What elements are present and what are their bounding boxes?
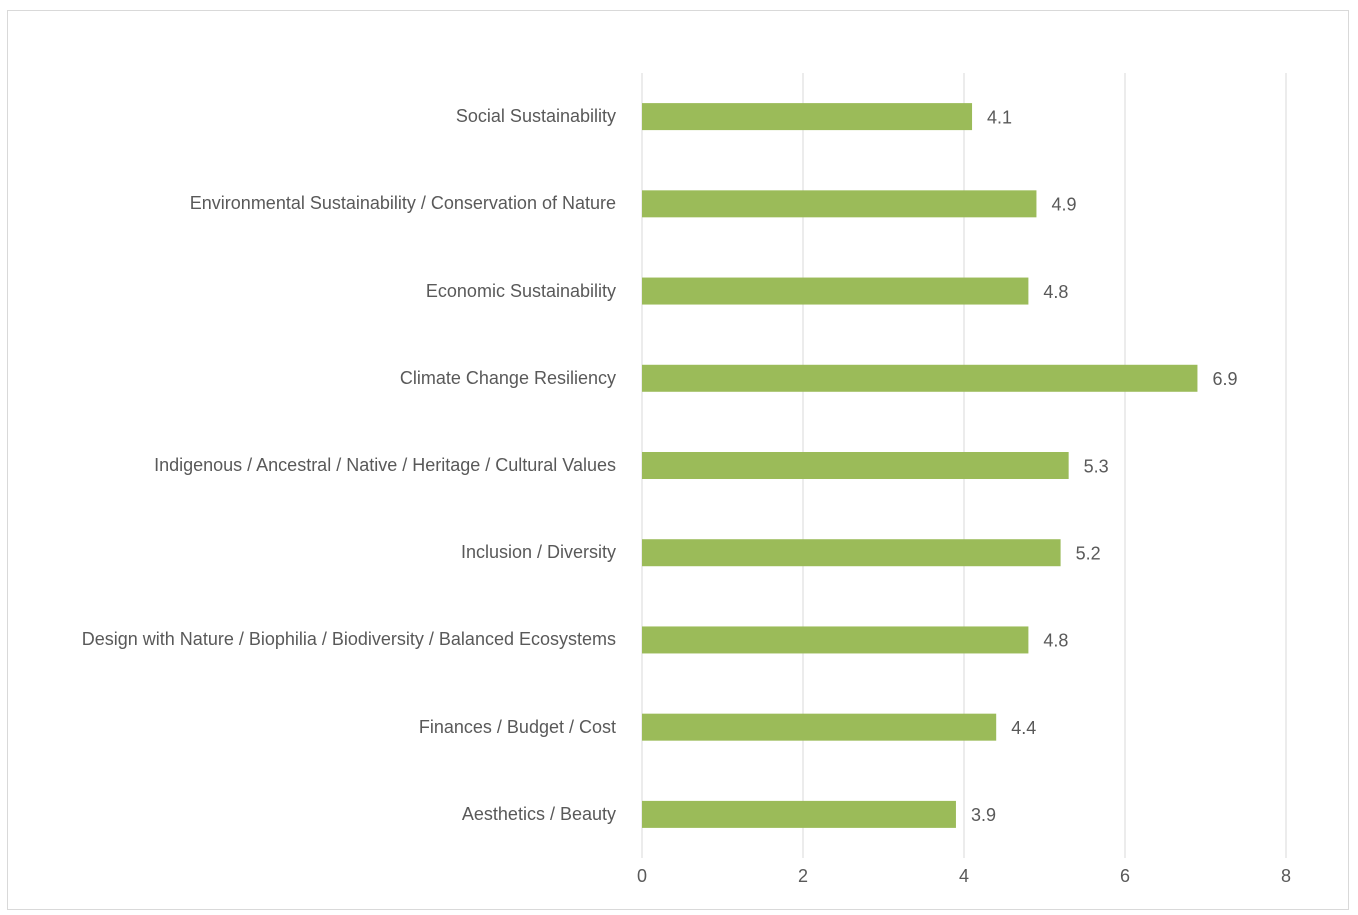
y-tick-label: Environmental Sustainability / Conservat…	[189, 193, 616, 214]
y-tick-label-box: Finances / Budget / Cost	[419, 687, 616, 767]
data-label: 4.9	[1051, 195, 1076, 215]
data-label: 4.1	[987, 107, 1012, 127]
bar	[642, 626, 1029, 654]
y-tick-label: Social Sustainability	[455, 106, 616, 127]
data-label: 4.8	[1043, 631, 1068, 651]
data-label: 6.9	[1212, 369, 1237, 389]
x-tick-label: 4	[959, 866, 969, 886]
bar	[642, 539, 1061, 567]
data-label: 5.2	[1076, 543, 1101, 563]
x-tick-label: 2	[798, 866, 808, 886]
bar	[642, 190, 1037, 218]
x-tick-label: 6	[1120, 866, 1130, 886]
bar	[642, 713, 997, 741]
y-tick-label: Climate Change Resiliency	[399, 367, 616, 388]
bar	[642, 452, 1069, 479]
y-tick-label: Economic Sustainability	[425, 280, 616, 301]
y-tick-label: Inclusion / Diversity	[460, 542, 616, 563]
y-tick-label: Indigenous / Ancestral / Native / Herita…	[154, 455, 616, 475]
y-tick-label-box: Aesthetics / Beauty	[462, 774, 616, 854]
chart-frame	[7, 10, 1349, 910]
y-tick-label: Finances / Budget / Cost	[418, 716, 616, 737]
bar	[642, 277, 1029, 305]
y-tick-label-box: Social Sustainability	[456, 77, 616, 157]
data-label: 5.3	[1084, 456, 1109, 476]
y-tick-label-box: Environmental Sustainability / Conservat…	[190, 164, 616, 244]
y-tick-label-box: Inclusion / Diversity	[461, 513, 616, 593]
x-tick-label: 0	[637, 866, 647, 886]
data-label: 3.9	[971, 805, 996, 825]
y-tick-label: Aesthetics / Beauty	[461, 803, 616, 824]
data-label: 4.8	[1043, 282, 1068, 302]
y-tick-label: Design with Nature / Biophilia / Biodive…	[81, 629, 616, 650]
data-label: 4.4	[1011, 718, 1036, 738]
y-tick-label-box: Economic Sustainability	[426, 251, 616, 331]
y-tick-label-box: Indigenous / Ancestral / Native / Herita…	[154, 426, 616, 506]
x-tick-label: 8	[1281, 866, 1291, 886]
y-tick-label-box: Design with Nature / Biophilia / Biodive…	[82, 600, 616, 680]
bar	[642, 800, 956, 828]
bar	[642, 103, 973, 131]
y-tick-label-box: Climate Change Resiliency	[400, 338, 616, 418]
bar	[642, 364, 1198, 392]
